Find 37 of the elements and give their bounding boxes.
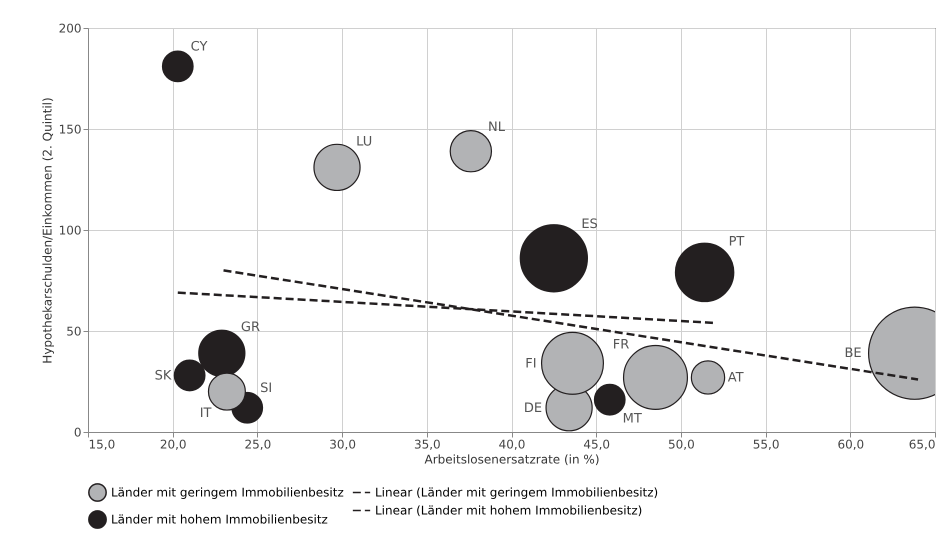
legend-label: Linear (Länder mit hohem Immobilienbesitz) — [375, 504, 642, 518]
y-axis-title: Hypothekarschulden/Einkommen (2. Quintil) — [40, 97, 55, 364]
data-label: MT — [622, 412, 642, 427]
data-label: AT — [728, 370, 744, 386]
x-tick-label: 35,0 — [414, 438, 441, 452]
x-tick-label: 15,0 — [88, 438, 116, 452]
x-tick-label: 40,0 — [498, 438, 526, 452]
data-label: DE — [524, 400, 542, 416]
x-tick-label: 60,0 — [837, 438, 864, 452]
x-axis-title: Arbeitslosenersatzrate (in %) — [424, 452, 600, 466]
x-tick-label: 65,0 — [908, 438, 936, 452]
y-tick-label: 0 — [74, 426, 82, 440]
data-label: FI — [525, 356, 537, 372]
data-label: ES — [581, 216, 598, 232]
data-label: SI — [260, 380, 272, 396]
data-label: BE — [844, 346, 862, 362]
x-tick-label: 45,0 — [583, 438, 610, 452]
data-label: IT — [200, 406, 212, 422]
x-tick-label: 55,0 — [752, 438, 780, 452]
data-label: NL — [488, 120, 506, 136]
x-tick-label: 20,0 — [160, 438, 187, 452]
y-tick-label: 200 — [58, 22, 82, 36]
data-label: CY — [190, 39, 208, 54]
legend-label: Linear (Länder mit geringem Immobilienbesitz) — [375, 486, 658, 500]
y-tick-label: 50 — [66, 324, 82, 338]
data-label: FR — [612, 337, 630, 352]
x-tick-label: 30,0 — [329, 438, 356, 452]
legend-label: Länder mit geringem Immobilienbesitz — [111, 486, 344, 500]
data-label: GR — [240, 320, 260, 336]
y-tick-label: 100 — [58, 224, 82, 238]
y-tick-label: 150 — [58, 122, 82, 136]
data-label: PT — [728, 234, 744, 250]
data-label: SK — [154, 368, 172, 384]
data-label: LU — [356, 134, 372, 150]
legend-label: Länder mit hohem Immobilienbesitz — [111, 512, 328, 526]
x-tick-label: 25,0 — [244, 438, 272, 452]
x-tick-label: 50,0 — [668, 438, 695, 452]
